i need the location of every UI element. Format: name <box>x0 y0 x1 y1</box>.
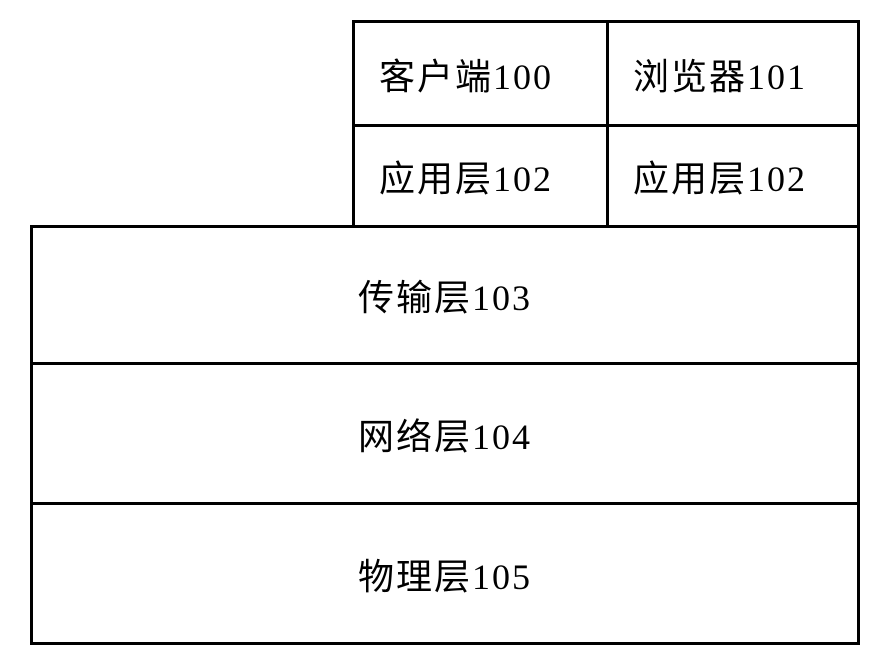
top-grid: 客户端100 浏览器101 应用层102 应用层102 <box>352 20 860 228</box>
transport-layer-label: 传输层103 <box>358 269 532 321</box>
network-layer-label: 网络层104 <box>358 408 532 460</box>
app-layer-right-label: 应用层102 <box>633 150 807 202</box>
app-layer-left-cell: 应用层102 <box>352 124 606 228</box>
physical-layer-row: 物理层105 <box>30 505 860 645</box>
network-layer-row: 网络层104 <box>30 365 860 505</box>
browser-label: 浏览器101 <box>633 48 807 100</box>
transport-layer-row: 传输层103 <box>30 225 860 365</box>
network-layer-diagram: 客户端100 浏览器101 应用层102 应用层102 传输层103 网络层10… <box>30 20 860 645</box>
physical-layer-label: 物理层105 <box>358 548 532 600</box>
app-layer-right-cell: 应用层102 <box>606 124 860 228</box>
client-label: 客户端100 <box>379 48 553 100</box>
app-layer-left-label: 应用层102 <box>379 150 553 202</box>
browser-cell: 浏览器101 <box>606 20 860 124</box>
top-section: 客户端100 浏览器101 应用层102 应用层102 <box>30 20 860 228</box>
client-cell: 客户端100 <box>352 20 606 124</box>
